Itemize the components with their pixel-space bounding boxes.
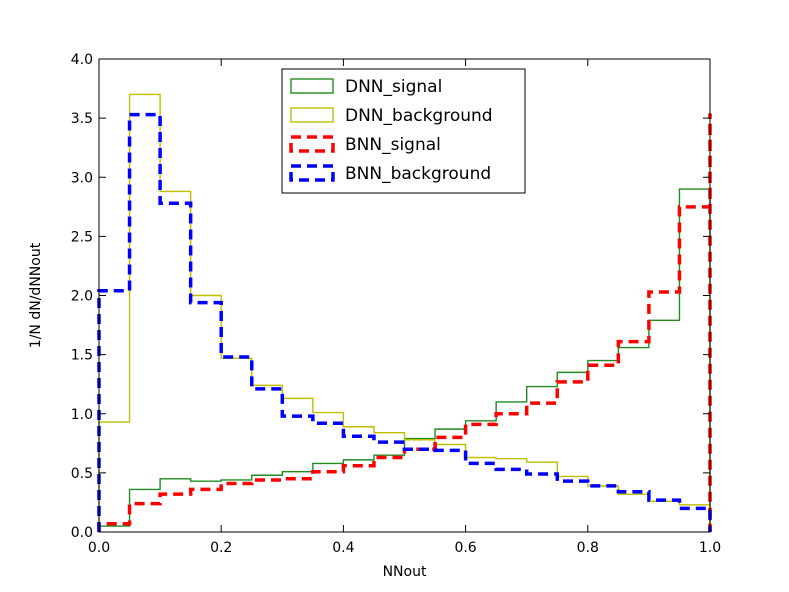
legend-swatch-dnn-background — [290, 107, 334, 123]
legend-swatch-bnn-background — [289, 164, 335, 182]
x-tick-label: 1.0 — [699, 540, 721, 556]
legend-swatch-dnn-signal — [290, 78, 334, 94]
series-layer — [97, 93, 712, 532]
legend-label-dnn-background: DNN_background — [345, 106, 493, 126]
legend: DNN_signal DNN_background BNN_signal BNN_ba… — [281, 68, 526, 194]
legend-swatch-bnn-signal — [289, 135, 335, 153]
y-tick-label: 1.5 — [71, 348, 93, 364]
legend-box — [281, 68, 526, 194]
x-tick-label: 0.2 — [210, 540, 232, 556]
x-tick-label: 0.0 — [88, 540, 110, 556]
y-tick-label: 3.0 — [71, 170, 93, 186]
x-tick-label: 0.6 — [454, 540, 476, 556]
legend-label-bnn-signal: BNN_signal — [345, 135, 441, 155]
y-tick-label: 2.5 — [71, 229, 93, 245]
legend-label-bnn-background: BNN_background — [345, 164, 491, 184]
y-tick-label: 3.5 — [71, 111, 93, 127]
x-tick-label: 0.4 — [332, 540, 354, 556]
x-tick-label: 0.8 — [577, 540, 599, 556]
x-axis-label: NNout — [383, 564, 427, 580]
y-tick-label: 0.0 — [71, 525, 93, 541]
y-tick-label: 1.0 — [71, 407, 93, 423]
y-tick-label: 4.0 — [71, 52, 93, 68]
y-tick-label: 2.0 — [71, 289, 93, 305]
legend-label-dnn-signal: DNN_signal — [345, 77, 442, 97]
series-bnn-background-line — [97, 112, 712, 532]
y-axis-label: 1/N dN/dNNout — [28, 242, 44, 348]
axes-layer: 0.0 0.2 0.4 0.6 0.8 1.0 0.0 0.5 1.0 1.5 2.0 2.5 3.0 3… — [71, 52, 721, 556]
y-tick-label: 0.5 — [71, 466, 93, 482]
